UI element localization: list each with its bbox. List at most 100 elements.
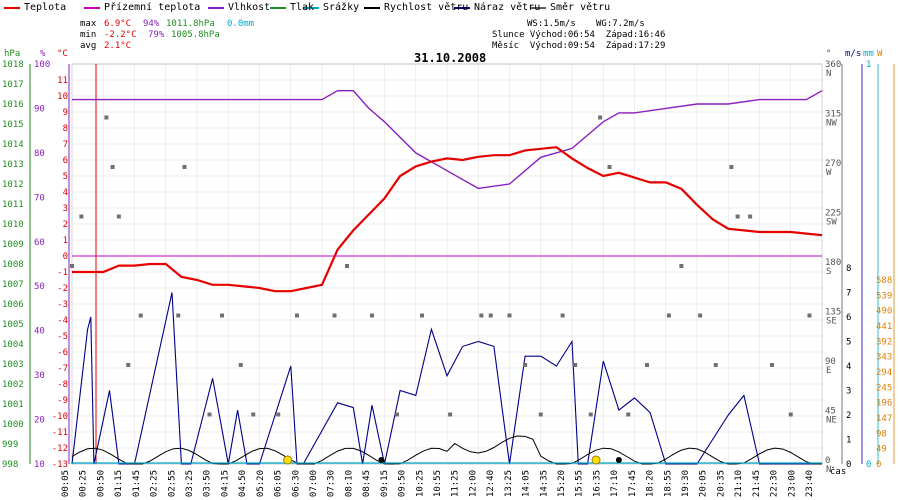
- tick-label-wind-dir: 135: [825, 308, 841, 318]
- tick-label-solar: 147: [876, 414, 892, 424]
- wind-dir-point: [295, 313, 299, 318]
- tick-label-time: 09:15: [380, 470, 390, 497]
- tick-label-pressure: 1009: [2, 240, 24, 250]
- tick-label-wind-speed: 8: [846, 264, 851, 274]
- moon-times: Měsíc Východ:09:54 Západ:17:29: [492, 41, 666, 51]
- tick-label-temperature: 5: [63, 172, 68, 182]
- tick-label-solar: 49: [876, 445, 887, 455]
- legend-item: Vlhkost: [228, 2, 271, 13]
- legend-item: Přízemní teplota: [104, 2, 201, 13]
- tick-label-solar: 392: [876, 337, 892, 347]
- tick-label-time: 08:45: [362, 470, 372, 497]
- tick-label-time: 23:00: [787, 470, 797, 497]
- tick-label-temperature: -3: [57, 300, 68, 310]
- tick-label-time: 11:25: [451, 470, 461, 497]
- wind-dir-point: [182, 165, 187, 169]
- wind-dir-point: [176, 313, 181, 318]
- tick-label-time: 06:05: [274, 470, 284, 497]
- unit-pct: %: [40, 49, 46, 59]
- tick-label-temperature: -11: [52, 428, 68, 438]
- stat-avg-label: avg: [80, 41, 97, 51]
- wind-dir-point: [607, 165, 612, 169]
- tick-label-time: 12:00: [468, 470, 478, 497]
- tick-label-time: 00:05: [61, 470, 71, 497]
- wind-dir-point: [666, 313, 671, 318]
- tick-label-wind-speed: 6: [846, 313, 851, 323]
- wind-dir-point: [523, 363, 528, 367]
- tick-label-time: 15:20: [557, 470, 567, 497]
- wind-dir-point: [251, 412, 256, 417]
- tick-label-time: 03:25: [185, 470, 195, 497]
- tick-label-temperature: 6: [63, 156, 68, 166]
- wind-dir-point: [698, 313, 703, 318]
- tick-label-pressure: 1018: [2, 60, 24, 70]
- tick-label-time: 21:45: [752, 470, 762, 497]
- tick-label-solar: 490: [876, 307, 892, 317]
- tick-label-temperature: -9: [57, 396, 68, 406]
- tick-label-wind-dir: 0: [825, 456, 830, 466]
- tick-label-time: 01:15: [114, 470, 124, 497]
- tick-label-time: 23:40: [805, 470, 815, 497]
- legend-item: Náraz větru: [474, 2, 541, 13]
- tick-label-temperature: 0: [63, 252, 68, 262]
- temperature-line: [72, 146, 823, 293]
- tick-label-wind-dir: 270: [825, 159, 841, 169]
- tick-label-temperature: -5: [57, 332, 68, 342]
- tick-label-temperature: -4: [57, 316, 68, 326]
- tick-label-time: 18:55: [663, 470, 673, 497]
- stat-min-temp: -2.2°C: [104, 30, 137, 40]
- tick-label-pressure: 1011: [2, 200, 24, 210]
- tick-label-pressure: 1005: [2, 320, 24, 330]
- tick-label-compass: E: [826, 366, 831, 376]
- tick-label-time: 12:40: [486, 470, 496, 497]
- tick-label-solar: 196: [876, 399, 892, 409]
- tick-label-temperature: 3: [63, 204, 68, 214]
- tick-label-temperature: 7: [63, 140, 68, 150]
- stat-max-label: max: [80, 19, 97, 29]
- tick-label-humidity: 40: [34, 327, 45, 337]
- tick-label-temperature: -1: [57, 268, 68, 278]
- tick-label-wind-dir: 90: [825, 357, 836, 367]
- tick-label-time: 19:30: [681, 470, 691, 497]
- tick-label-time: 14:35: [539, 470, 549, 497]
- tick-label-pressure: 1000: [2, 420, 24, 430]
- wind-dir-point: [748, 214, 753, 219]
- tick-label-time: 16:35: [592, 470, 602, 497]
- sun-times: Slunce Východ:06:54 Západ:16:46: [492, 30, 666, 40]
- tick-label-wind-speed: 7: [846, 289, 851, 299]
- tick-label-humidity: 70: [34, 193, 45, 203]
- tick-label-temperature: 8: [63, 124, 68, 134]
- tick-label-pressure: 1003: [2, 360, 24, 370]
- tick-label-solar: 294: [876, 368, 892, 378]
- tick-label-pressure: 1016: [2, 100, 24, 110]
- tick-label-time: 21:10: [734, 470, 744, 497]
- stat-min-label: min: [80, 30, 97, 40]
- tick-label-temperature: 11: [57, 76, 68, 86]
- tick-label-solar: 98: [876, 429, 887, 439]
- tick-label-wind-dir: 225: [825, 209, 841, 219]
- tick-label-humidity: 30: [34, 371, 45, 381]
- wind-dir-point: [770, 363, 774, 367]
- tick-label-wind-speed: 5: [846, 338, 851, 348]
- stat-max-hum: 94%: [143, 19, 160, 29]
- tick-label-time: 01:45: [132, 470, 142, 497]
- wind-dir-point: [70, 264, 74, 268]
- wind-dir-point: [713, 363, 718, 367]
- legend-item: Rychlost větru: [384, 2, 469, 13]
- wg-value: WG:7.2m/s: [596, 19, 645, 29]
- tick-label-time: 14:05: [522, 470, 532, 497]
- tick-label-pressure: 1008: [2, 260, 24, 270]
- tick-label-wind-speed: 1: [846, 436, 851, 446]
- tick-label-rain: 1: [866, 60, 871, 70]
- stat-avg-temp: 2.1°C: [104, 41, 132, 51]
- unit-deg: °: [826, 49, 832, 59]
- tick-label-time: 10:55: [433, 470, 443, 497]
- tick-label-wind-speed: 2: [846, 411, 851, 421]
- wind-dir-point: [448, 412, 453, 417]
- wind-dir-point: [679, 264, 684, 268]
- wind-gust-line: [71, 292, 822, 465]
- unit-degc: °C: [57, 49, 68, 59]
- tick-label-compass: SW: [826, 218, 837, 228]
- tick-label-pressure: 998: [2, 460, 18, 470]
